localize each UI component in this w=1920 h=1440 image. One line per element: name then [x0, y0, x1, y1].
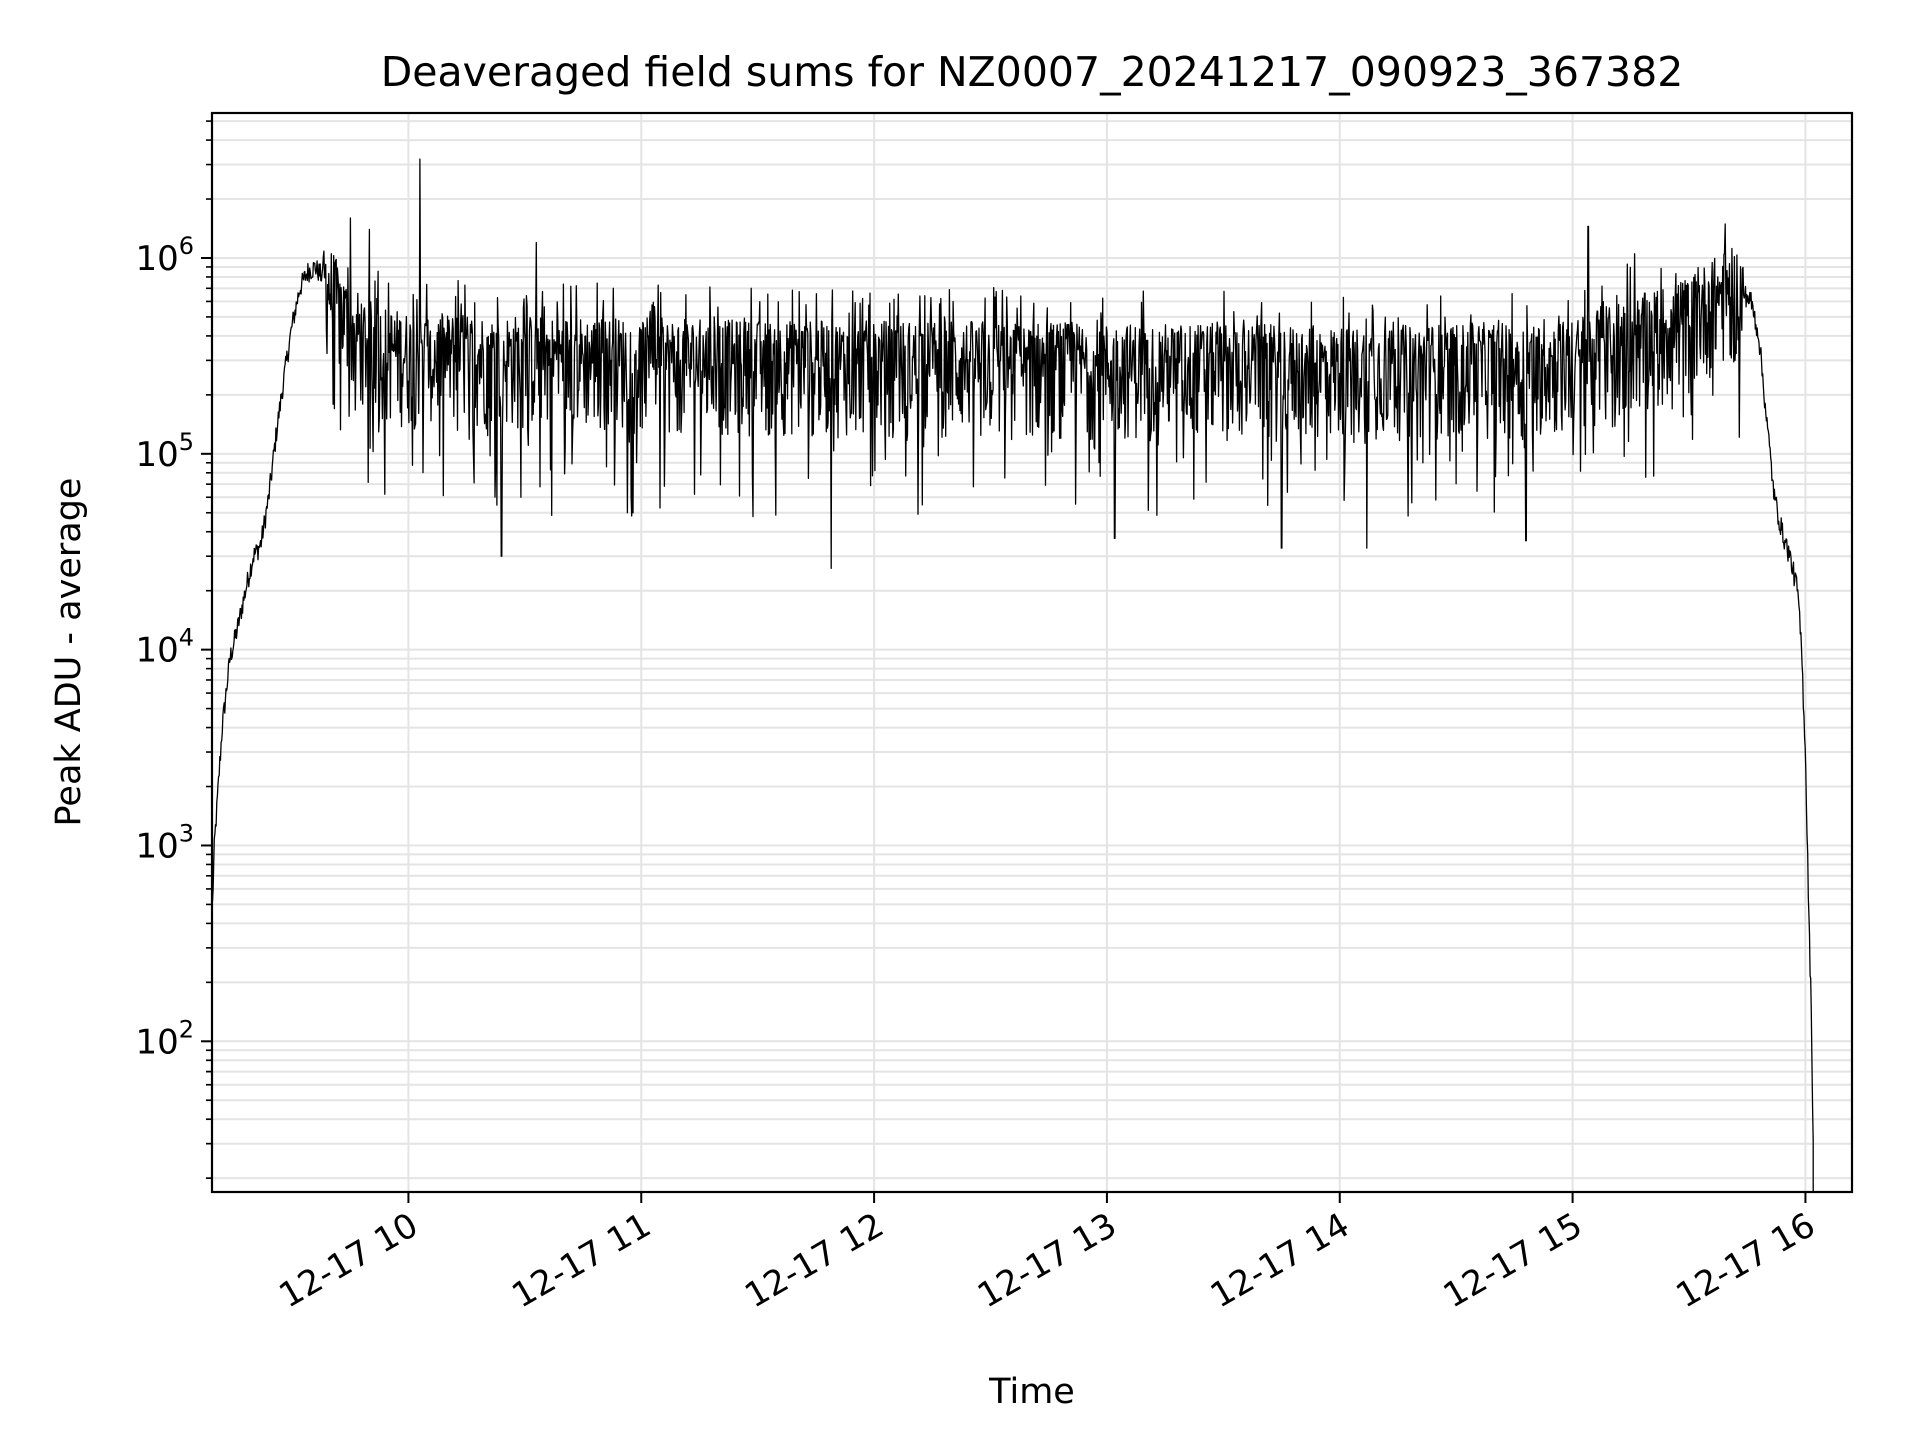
y-tick-label: 103	[135, 819, 194, 866]
y-tick-label: 102	[135, 1015, 194, 1062]
y-axis-label: Peak ADU - average	[49, 478, 89, 827]
plot-frame	[210, 111, 1854, 1194]
y-axis: 102 103 104 105 106	[135, 120, 212, 1179]
y-tick-label: 104	[135, 624, 194, 671]
chart-title: Deaveraged field sums for NZ0007_2024121…	[381, 48, 1684, 96]
y-tick-label: 106	[135, 232, 194, 279]
series-line	[211, 158, 1814, 1192]
x-axis-label: Time	[988, 1372, 1075, 1412]
series-path	[211, 158, 1814, 1192]
y-tick-label: 105	[135, 428, 194, 475]
